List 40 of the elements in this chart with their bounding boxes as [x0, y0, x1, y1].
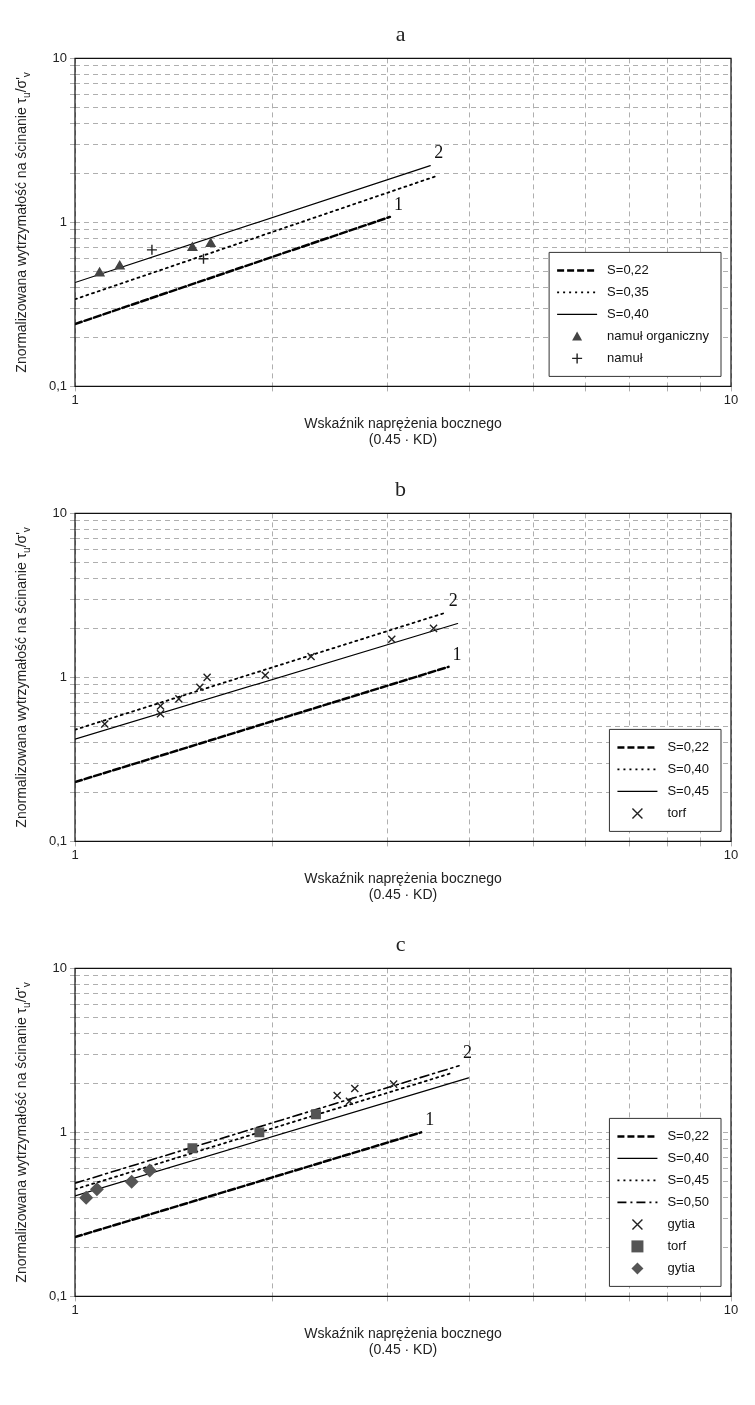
- annotation: 1: [393, 193, 403, 214]
- y-tick-label: 0,1: [48, 1287, 67, 1303]
- legend-label: torf: [667, 1237, 687, 1253]
- legend-label: S=0,22: [667, 1127, 710, 1143]
- y-tick-label: 1: [59, 213, 67, 229]
- legend-label: torf: [667, 804, 687, 820]
- y-tick-label: 10: [52, 49, 67, 65]
- legend-label: gytia: [667, 1259, 696, 1275]
- legend-label: gytia: [667, 1215, 696, 1231]
- annotation: 2: [448, 589, 458, 610]
- chart-title: c: [395, 930, 406, 956]
- y-tick-label: 10: [52, 504, 67, 520]
- legend-label: S=0,40: [607, 305, 649, 321]
- annotation: 1: [425, 1109, 435, 1130]
- y-axis-title: Znormalizowana wytrzymałość na ścinanie τu/σ'v: [12, 527, 32, 828]
- legend-label: namuł organiczny: [607, 327, 710, 343]
- legend-label: namuł: [607, 349, 643, 365]
- y-axis-title: Znormalizowana wytrzymałość na ścinanie τu/σ'v: [12, 982, 32, 1283]
- y-tick-label: 0,1: [48, 832, 67, 848]
- legend-label: S=0,22: [607, 261, 649, 277]
- x-axis-title: Wskaźnik naprężenia bocznego (0.45 · KD): [304, 414, 503, 448]
- legend-label: S=0,45: [667, 782, 710, 798]
- chart-title: a: [395, 20, 406, 46]
- legend-label: S=0,22: [667, 738, 710, 754]
- annotation: 2: [463, 1042, 473, 1063]
- x-axis-title: Wskaźnik naprężenia bocznego (0.45 · KD): [304, 869, 503, 903]
- legend-label: S=0,50: [667, 1193, 710, 1209]
- annotation: 2: [434, 142, 444, 163]
- legend-label: S=0,45: [667, 1171, 710, 1187]
- y-axis-title: Znormalizowana wytrzymałość na ścinanie τu/σ'v: [12, 72, 32, 373]
- y-tick-label: 0,1: [48, 377, 67, 393]
- y-tick-label: 1: [59, 668, 67, 684]
- y-tick-label: 10: [52, 959, 67, 975]
- chart-title: b: [395, 475, 406, 501]
- legend-label: S=0,40: [667, 760, 710, 776]
- y-tick-label: 1: [59, 1123, 67, 1139]
- legend-label: S=0,40: [667, 1149, 710, 1165]
- annotation: 1: [452, 643, 462, 664]
- x-axis-title: Wskaźnik naprężenia bocznego (0.45 · KD): [304, 1324, 503, 1358]
- legend-label: S=0,35: [607, 283, 649, 299]
